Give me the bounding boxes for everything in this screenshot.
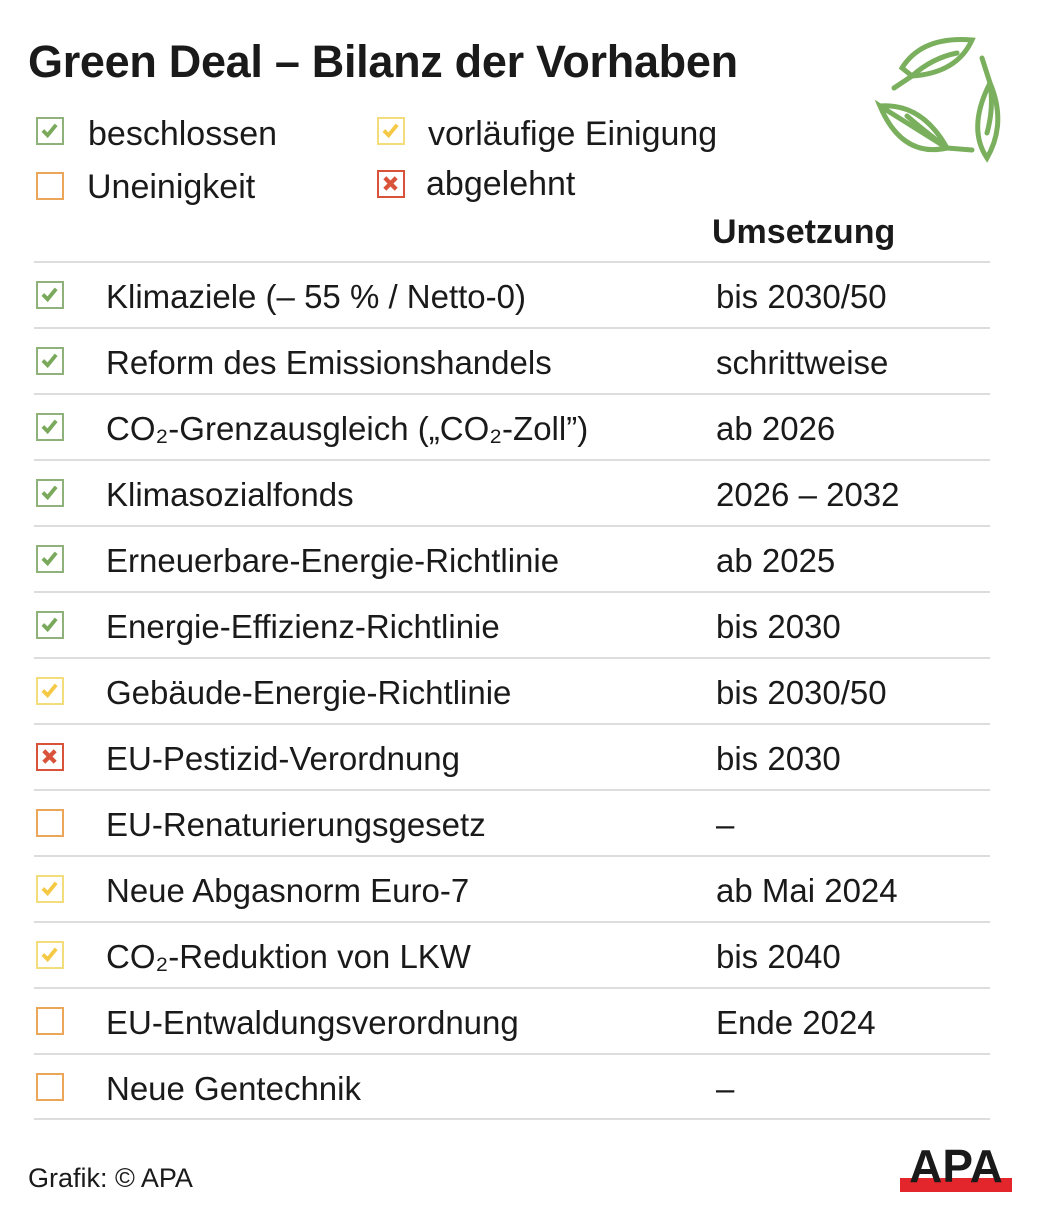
table-row: EU-Renaturierungsgesetz –: [34, 789, 990, 857]
divider: [34, 1118, 990, 1120]
legend-label-beschlossen: beschlossen: [88, 115, 278, 153]
row-name: CO₂-Reduktion von LKW: [106, 938, 471, 975]
table-row: Neue Gentechnik –: [34, 1053, 990, 1121]
cross-icon: [36, 743, 64, 771]
svg-text:APA: APA: [909, 1146, 1003, 1192]
row-name: Gebäude-Energie-Richtlinie: [106, 674, 512, 711]
check-icon: [36, 281, 64, 309]
row-name: EU-Entwaldungsverordnung: [106, 1004, 519, 1041]
check-icon: [36, 347, 64, 375]
row-umsetzung: –: [716, 1070, 735, 1107]
table-row: CO₂-Grenzausgleich („CO₂-Zoll”) ab 2026: [34, 393, 990, 461]
check-icon: [36, 545, 64, 573]
row-umsetzung: bis 2030/50: [716, 278, 887, 315]
row-name: Reform des Emissionshandels: [106, 344, 552, 381]
table-row: Gebäude-Energie-Richtlinie bis 2030/50: [34, 657, 990, 725]
table-row: CO₂-Reduktion von LKW bis 2040: [34, 921, 990, 989]
row-umsetzung: Ende 2024: [716, 1004, 876, 1041]
table-row: EU-Pestizid-Verordnung bis 2030: [34, 723, 990, 791]
row-name: CO₂-Grenzausgleich („CO₂-Zoll”): [106, 410, 589, 447]
check-icon: [36, 413, 64, 441]
row-umsetzung: bis 2030/50: [716, 674, 887, 711]
row-umsetzung: –: [716, 806, 735, 843]
table-row: Klimasozialfonds 2026 – 2032: [34, 459, 990, 527]
row-umsetzung: bis 2040: [716, 938, 841, 975]
cross-icon: [377, 170, 405, 198]
table-row: Neue Abgasnorm Euro-7 ab Mai 2024: [34, 855, 990, 923]
table-row: Erneuerbare-Energie-Richtlinie ab 2025: [34, 525, 990, 593]
empty-box-icon: [36, 172, 64, 200]
row-umsetzung: ab 2025: [716, 542, 836, 579]
column-header-umsetzung: Umsetzung: [712, 213, 896, 251]
leaves-icon: [874, 37, 1001, 163]
row-name: Klimaziele (– 55 % / Netto-0): [106, 278, 526, 315]
row-umsetzung: schrittweise: [716, 344, 889, 381]
credit: Grafik: © APA: [28, 1163, 193, 1193]
table-row: Reform des Emissionshandels schrittweise: [34, 327, 990, 395]
check-icon: [36, 117, 64, 145]
row-name: Energie-Effizienz-Richtlinie: [106, 608, 500, 645]
table-row: Energie-Effizienz-Richtlinie bis 2030: [34, 591, 990, 659]
row-name: Neue Abgasnorm Euro-7: [106, 872, 470, 909]
legend-label-vorlaeufig: vorläufige Einigung: [428, 115, 718, 153]
check-icon: [36, 875, 64, 903]
empty-box-icon: [36, 1073, 64, 1101]
row-umsetzung: bis 2030: [716, 608, 841, 645]
check-icon: [36, 941, 64, 969]
empty-box-icon: [36, 1007, 64, 1035]
row-name: Neue Gentechnik: [106, 1070, 361, 1107]
table-row: EU-Entwaldungsverordnung Ende 2024: [34, 987, 990, 1055]
check-icon: [36, 677, 64, 705]
row-umsetzung: ab Mai 2024: [716, 872, 898, 909]
empty-box-icon: [36, 809, 64, 837]
apa-logo: APA: [900, 1146, 1012, 1192]
check-icon: [36, 611, 64, 639]
legend-label-abgelehnt: abgelehnt: [426, 165, 576, 203]
row-name: Klimasozialfonds: [106, 476, 354, 513]
row-umsetzung: ab 2026: [716, 410, 836, 447]
legend-label-uneinigkeit: Uneinigkeit: [87, 168, 256, 206]
row-umsetzung: bis 2030: [716, 740, 841, 777]
row-name: EU-Pestizid-Verordnung: [106, 740, 461, 777]
check-icon: [377, 117, 405, 145]
check-icon: [36, 479, 64, 507]
row-name: Erneuerbare-Energie-Richtlinie: [106, 542, 560, 579]
table-row: Klimaziele (– 55 % / Netto-0) bis 2030/50: [34, 261, 990, 329]
row-name: EU-Renaturierungsgesetz: [106, 806, 486, 843]
row-umsetzung: 2026 – 2032: [716, 476, 900, 513]
page-title: Green Deal – Bilanz der Vorhaben: [28, 36, 738, 87]
